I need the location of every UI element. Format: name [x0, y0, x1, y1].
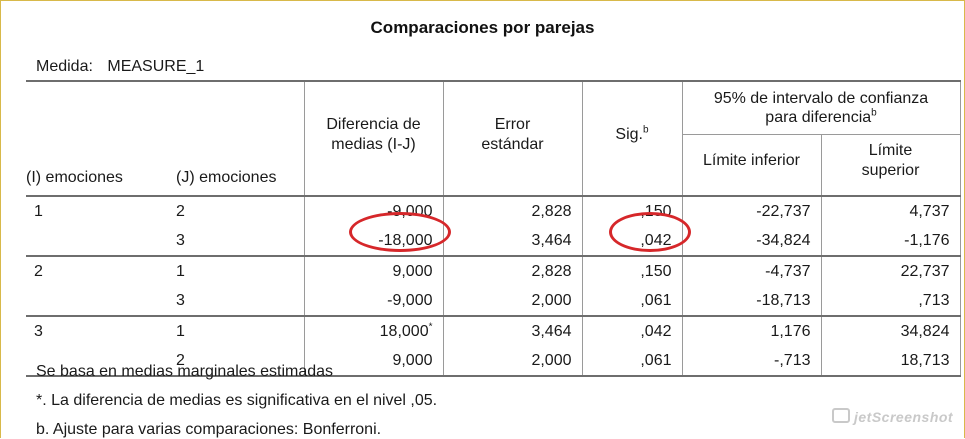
- cell-j: 3: [176, 291, 185, 309]
- cell-err: 3,464: [442, 226, 582, 256]
- cell-upper: 4,737: [820, 195, 961, 226]
- cell-i: 1: [26, 195, 176, 226]
- table-row: 3 -18,000 3,464 ,042 -34,824 -1,176: [26, 226, 961, 256]
- header-sig: Sig.b: [581, 80, 682, 196]
- footnote-estimated: Se basa en medias marginales estimadas: [36, 363, 334, 380]
- cell-lower: -4,737: [681, 255, 821, 286]
- cell-err: 2,828: [442, 195, 582, 226]
- cell-err: 2,000: [442, 346, 582, 377]
- pairwise-comparisons-table: (I) emociones (J) emociones Diferencia d…: [26, 80, 961, 377]
- header-row-1: (I) emociones (J) emociones Diferencia d…: [26, 80, 961, 196]
- cell-lower: 1,176: [681, 315, 821, 346]
- table-row: 2 1 9,000 2,828 ,150 -4,737 22,737: [26, 255, 961, 286]
- cell-diff: -9,000: [303, 195, 443, 226]
- cell-diff: -9,000: [303, 286, 443, 316]
- cell-i: [26, 286, 176, 316]
- cell-upper: 22,737: [820, 255, 961, 286]
- header-ci: 95% de intervalo de confianza para difer…: [681, 80, 961, 135]
- cell-lower: -34,824: [681, 226, 821, 256]
- cell-i: [26, 346, 176, 377]
- cell-i: 2: [26, 255, 176, 286]
- cell-err: 3,464: [442, 315, 582, 346]
- measure-value: MEASURE_1: [107, 58, 205, 75]
- cell-lower: -18,713: [681, 286, 821, 316]
- cell-sig: ,150: [581, 255, 682, 286]
- table-row: 3 1 18,000* 3,464 ,042 1,176 34,824: [26, 315, 961, 346]
- measure-label: Medida:: [36, 58, 93, 75]
- cell-i: 3: [26, 315, 176, 346]
- cell-j: 3: [176, 231, 185, 249]
- header-row-2: Límite inferior Límite superior: [26, 134, 961, 196]
- table-row: 2 9,000 2,000 ,061 -,713 18,713: [26, 346, 961, 377]
- cell-sig: ,042: [581, 315, 682, 346]
- header-j: (J) emociones: [176, 80, 304, 196]
- cell-lower: -,713: [681, 346, 821, 377]
- cell-i: [26, 226, 176, 256]
- cell-upper: 34,824: [820, 315, 961, 346]
- footnote-bonferroni: b. Ajuste para varias comparaciones: Bon…: [36, 421, 382, 438]
- cell-err: 2,000: [442, 286, 582, 316]
- header-lower: Límite inferior: [681, 134, 821, 196]
- cell-diff: 9,000: [303, 346, 443, 377]
- cell-diff: 9,000: [303, 255, 443, 286]
- cell-j: 1: [176, 315, 304, 346]
- header-diff: Diferencia de medias (I-J): [303, 80, 443, 196]
- cell-upper: 18,713: [820, 346, 961, 377]
- table-row: 3 -9,000 2,000 ,061 -18,713 ,713: [26, 286, 961, 316]
- cell-err: 2,828: [442, 255, 582, 286]
- cell-j: 2: [176, 346, 304, 377]
- cell-j: 1: [176, 255, 304, 286]
- cell-sig: ,061: [581, 286, 682, 316]
- cell-diff: 18,000*: [303, 315, 443, 346]
- table-row: 1 2 -9,000 2,828 ,150 -22,737 4,737: [26, 195, 961, 226]
- footnote-significance: *. La diferencia de medias es significat…: [36, 392, 438, 409]
- header-i: (I) emociones: [26, 80, 176, 196]
- cell-sig: ,061: [581, 346, 682, 377]
- cell-upper: ,713: [820, 286, 961, 316]
- cell-j: 2: [176, 195, 304, 226]
- cell-diff: -18,000: [303, 226, 443, 256]
- measure-line: Medida: MEASURE_1: [36, 58, 204, 76]
- cell-lower: -22,737: [681, 195, 821, 226]
- watermark: jetScreenshot: [832, 408, 953, 425]
- header-err: Error estándar: [442, 80, 582, 196]
- camera-icon: [832, 408, 850, 423]
- cell-upper: -1,176: [820, 226, 961, 256]
- cell-sig: ,150: [581, 195, 682, 226]
- table-title: Comparaciones por parejas: [370, 18, 595, 37]
- cell-sig: ,042: [581, 226, 682, 256]
- header-upper: Límite superior: [820, 134, 961, 196]
